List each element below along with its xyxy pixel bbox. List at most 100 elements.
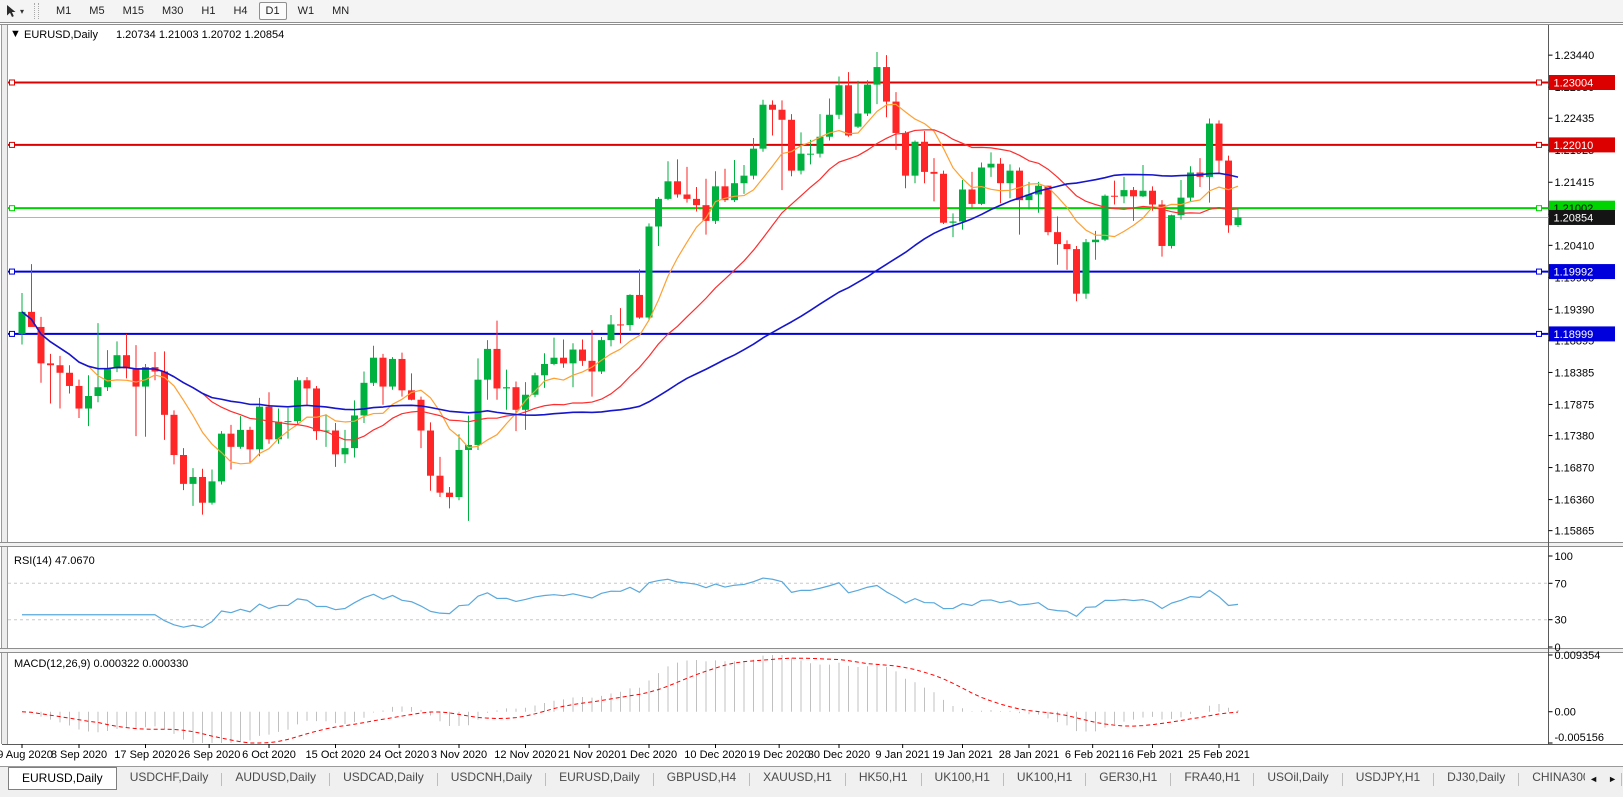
chart-tab-bar: EURUSD,Daily USDCHF,Daily AUDUSD,Daily USDC… — [0, 766, 1623, 797]
chart-tab-eurusd-daily[interactable]: EURUSD,Daily — [559, 770, 640, 784]
chart-tab-usoil-daily[interactable]: USOil,Daily — [1267, 770, 1329, 784]
candle-body — [797, 153, 805, 171]
timeframe-button-H4[interactable]: H4 — [233, 5, 248, 17]
chart-cursor-icon[interactable]: ▾ — [4, 4, 24, 18]
candle-body — [94, 387, 102, 396]
tab-divider — [652, 772, 654, 786]
level-price-label: 1.18999 — [1554, 329, 1594, 341]
candle-body — [579, 349, 586, 361]
line-handle[interactable] — [9, 141, 15, 148]
candle-body — [256, 406, 263, 450]
candle-body — [883, 67, 890, 102]
timeframe-button-M1[interactable]: M1 — [56, 5, 72, 17]
candle-body — [37, 326, 45, 364]
candle-body — [902, 132, 909, 176]
candle-body — [788, 119, 795, 171]
candle-body — [512, 387, 520, 410]
tab-divider — [1341, 772, 1343, 786]
candle-body — [598, 340, 605, 372]
candle-body — [503, 387, 510, 389]
candle-body — [826, 114, 833, 137]
candle-body — [1120, 190, 1128, 197]
timeframe-button-W1[interactable]: W1 — [297, 5, 315, 17]
candle-body — [1092, 239, 1099, 243]
candle-body — [379, 357, 387, 387]
date-label: 29 Aug 2020 — [0, 749, 53, 761]
chart-tab-fra40-h1[interactable]: FRA40,H1 — [1184, 770, 1241, 784]
rsi-pane — [8, 577, 1549, 628]
chart-tab-uk100-h1[interactable]: UK100,H1 — [934, 770, 990, 784]
candle-body — [436, 475, 444, 493]
timeframe-button-H1[interactable]: H1 — [201, 5, 216, 17]
chart-tab-uk100-h1[interactable]: UK100,H1 — [1016, 770, 1073, 784]
line-handle[interactable] — [1536, 205, 1542, 212]
line-handle[interactable] — [1536, 79, 1542, 86]
toolbar: ▾ M1 M5 M15 M30 H1 H4 D1 W1 MN — [0, 0, 1623, 23]
timeframe-button-M15[interactable]: M15 — [122, 5, 144, 17]
candle-body — [645, 226, 653, 318]
chart-tab-usdjpy-h1[interactable]: USDJPY,H1 — [1355, 770, 1421, 784]
chart-tab-xauusd-h1[interactable]: XAUUSD,H1 — [763, 770, 832, 784]
candle-body — [968, 189, 976, 204]
chart-tab-usdchf-daily[interactable]: USDCHF,Daily — [129, 770, 209, 784]
toolbar-grip — [34, 3, 40, 19]
candle-body — [341, 448, 349, 455]
price-tick-label: 1.17380 — [1555, 431, 1595, 443]
chart-tab-row: EURUSD,Daily USDCHF,Daily AUDUSD,Daily USDC… — [0, 767, 1623, 791]
candle-body — [759, 104, 767, 149]
level-price-label: 1.23004 — [1554, 78, 1594, 90]
chevron-down-icon[interactable]: ▾ — [20, 6, 25, 16]
timeframe-button-M30[interactable]: M30 — [161, 5, 184, 17]
chart-tab-ger30-h1[interactable]: GER30,H1 — [1099, 770, 1158, 784]
line-handle[interactable] — [9, 205, 15, 212]
candle-body — [56, 365, 64, 373]
candle-body — [1044, 185, 1052, 233]
candle-body — [1025, 194, 1033, 201]
date-label: 17 Sep 2020 — [114, 749, 176, 761]
price-axis: 1.234401.229301.224351.219251.214151.209… — [1548, 50, 1615, 744]
chart-collapse-toggle[interactable]: ▼ — [10, 28, 21, 40]
line-handle[interactable] — [1536, 330, 1542, 337]
date-label: 25 Feb 2021 — [1188, 749, 1250, 761]
timeframe-button-MN[interactable]: MN — [332, 5, 350, 17]
candle-body — [398, 358, 406, 391]
line-handle[interactable] — [1536, 268, 1542, 275]
candle-body — [142, 367, 149, 387]
timeframe-button-M5[interactable]: M5 — [89, 5, 105, 17]
timeframe-button-D1[interactable]: D1 — [258, 2, 287, 20]
line-handle[interactable] — [9, 79, 15, 86]
moving-average-line-8 — [21, 103, 1239, 465]
chart-tab-hk50-h1[interactable]: HK50,H1 — [858, 770, 908, 784]
candle-body — [132, 368, 140, 387]
chart-tab-audusd-daily[interactable]: AUDUSD,Daily — [235, 770, 317, 784]
candle-body — [693, 198, 700, 206]
date-label: 9 Jan 2021 — [875, 749, 929, 761]
moving-average-line-20 — [21, 129, 1239, 441]
candle-body — [161, 371, 168, 415]
macd-scale-label: 0.009354 — [1555, 650, 1601, 662]
line-handle[interactable] — [9, 268, 15, 275]
candle-body — [978, 167, 985, 204]
line-handle[interactable] — [9, 330, 15, 337]
candle-body — [845, 85, 852, 136]
level-price-label-box — [1549, 137, 1615, 153]
chart-tab-eurusd-daily[interactable]: EURUSD,Daily — [8, 767, 117, 790]
chart-tab-usdcnh-daily[interactable]: USDCNH,Daily — [450, 770, 533, 784]
chart-tab-gbpusd-h4[interactable]: GBPUSD,H4 — [666, 770, 737, 784]
tab-scroll-right-icon[interactable]: ► — [1608, 774, 1617, 784]
chart-title-ohlc: 1.20734 1.21003 1.20702 1.20854 — [116, 29, 284, 41]
tab-scroll-left-icon[interactable]: ◄ — [1589, 774, 1599, 784]
candle-body — [417, 399, 425, 431]
macd-scale-label: -0.005156 — [1555, 732, 1605, 744]
candle-body — [769, 104, 776, 110]
chart-tab-usdcad-daily[interactable]: USDCAD,Daily — [343, 770, 424, 784]
line-handle[interactable] — [1536, 141, 1542, 148]
pane-splitter — [0, 543, 1623, 546]
candle-body — [959, 189, 966, 222]
rsi-scale-label: 0 — [1555, 642, 1561, 654]
candle-body — [427, 430, 434, 476]
candle-body — [180, 455, 187, 484]
chart-tab-dj30-daily[interactable]: DJ30,Daily — [1447, 770, 1506, 784]
price-tick-label: 1.16360 — [1555, 495, 1595, 507]
level-price-label-box — [1549, 326, 1615, 342]
